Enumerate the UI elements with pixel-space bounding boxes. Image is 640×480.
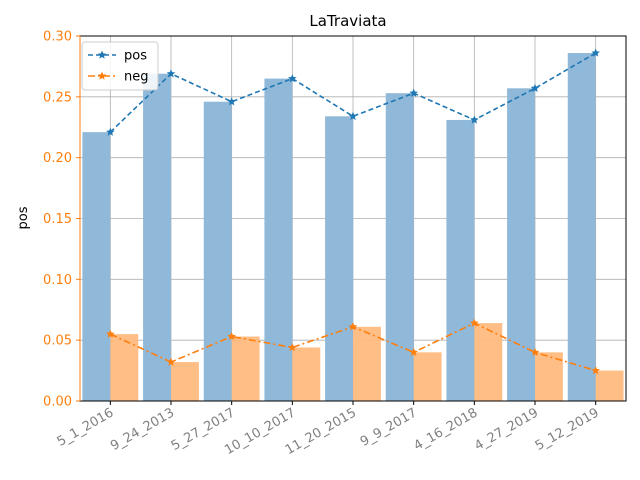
bar-pos [143,73,171,401]
series-pos-line-point [530,83,540,92]
legend-marker-neg [97,71,107,80]
bar-pos [507,88,535,402]
y-tick-label: 0.15 [43,212,72,227]
bar-neg [110,334,139,401]
series-neg-line-point [409,347,418,356]
series-pos-line-point [106,127,115,136]
chart-title: LaTraviata [309,12,386,30]
series-neg-line-point [470,318,479,327]
y-tick-label: 0.05 [43,334,72,349]
series-neg-line-point [288,342,297,352]
bar-layer [82,53,624,402]
bar-pos [325,116,353,402]
bar-pos [385,93,414,401]
series-pos-line-point [288,74,297,83]
series-neg-line-point [166,357,176,366]
series-pos-line-point [409,88,418,97]
series-pos-line-point [591,48,600,57]
y-tick-label: 0.10 [43,273,72,288]
y-tick-label: 0.00 [43,395,72,410]
series-pos-line-point [227,97,236,106]
bar-neg [413,352,442,401]
series-pos-line-point [348,111,358,120]
series-neg-line-point [106,329,115,338]
series-neg-line-point [591,366,600,375]
series-pos-line-point [470,115,479,124]
series-neg-line-point [348,322,358,331]
bar-neg [231,336,260,401]
series-pos-line-point [166,69,176,78]
bar-neg [595,370,624,401]
x-tick-label: 4_16_2018 [411,405,480,453]
bar-neg [535,352,563,401]
series-neg-line-point [530,347,540,356]
x-tick-label: 9_9_2017 [358,405,420,449]
y-tick-label: 0.30 [43,30,72,45]
x-tick-label: 5_12_2019 [533,405,602,453]
bar-pos [203,101,232,401]
series-neg-line-point [227,332,236,341]
bar-pos [82,132,111,401]
bar-pos [567,53,596,402]
bar-neg [171,362,199,401]
x-tick-label: 9_24_2013 [108,405,177,453]
x-tick-label: 5_1_2016 [55,405,117,449]
y-axis-label: pos [16,206,31,229]
bar-neg [353,326,381,401]
x-tick-label: 4_27_2019 [472,405,541,453]
bar-neg [474,323,503,401]
bar-pos [446,119,475,401]
legend-label-neg: neg [124,70,149,85]
y-tick-label: 0.20 [43,151,72,166]
bar-neg [292,347,321,401]
y-tick-label: 0.25 [43,90,72,105]
legend: pos neg [81,41,159,91]
series-pos-line [109,52,597,133]
legend-marker-pos [97,50,107,59]
line-layer [106,48,600,375]
legend-label-pos: pos [124,49,147,64]
bar-pos [264,78,293,401]
